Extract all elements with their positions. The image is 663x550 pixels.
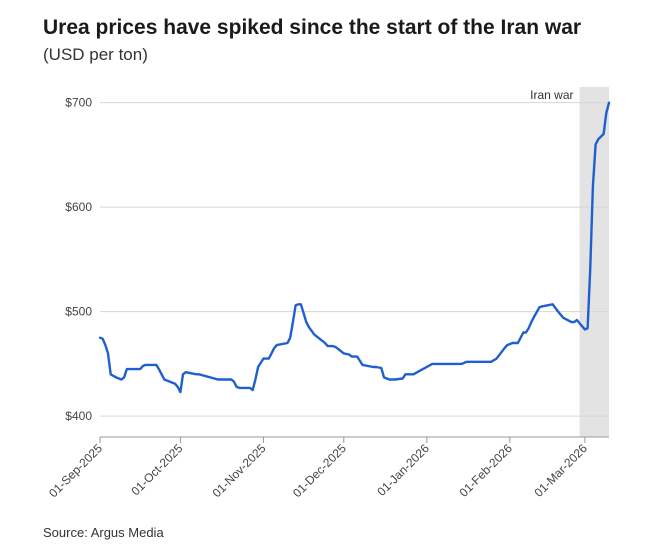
y-tick-label: $600: [65, 200, 92, 214]
x-tick-label: 01-Sep-2025: [46, 441, 105, 500]
x-tick-label: 01-Feb-2026: [457, 441, 516, 500]
y-tick-label: $700: [65, 96, 92, 110]
urea-price-line: [98, 101, 611, 394]
y-tick-label: $400: [65, 409, 92, 423]
x-tick-label: 01-Nov-2025: [210, 441, 269, 500]
source-note: Source: Argus Media: [43, 525, 164, 540]
y-tick-label: $500: [65, 305, 92, 319]
x-tick-label: 01-Jan-2026: [374, 441, 432, 499]
x-tick-label: 01-Oct-2025: [128, 441, 185, 498]
iran-war-shaded-region: [579, 87, 609, 437]
chart-subtitle: (USD per ton): [43, 45, 148, 64]
x-tick-label: 01-Dec-2025: [290, 441, 349, 500]
x-tick-label: 01-Mar-2026: [532, 441, 591, 500]
iran-war-annotation: Iran war: [530, 88, 573, 102]
chart-title: Urea prices have spiked since the start …: [43, 16, 582, 39]
